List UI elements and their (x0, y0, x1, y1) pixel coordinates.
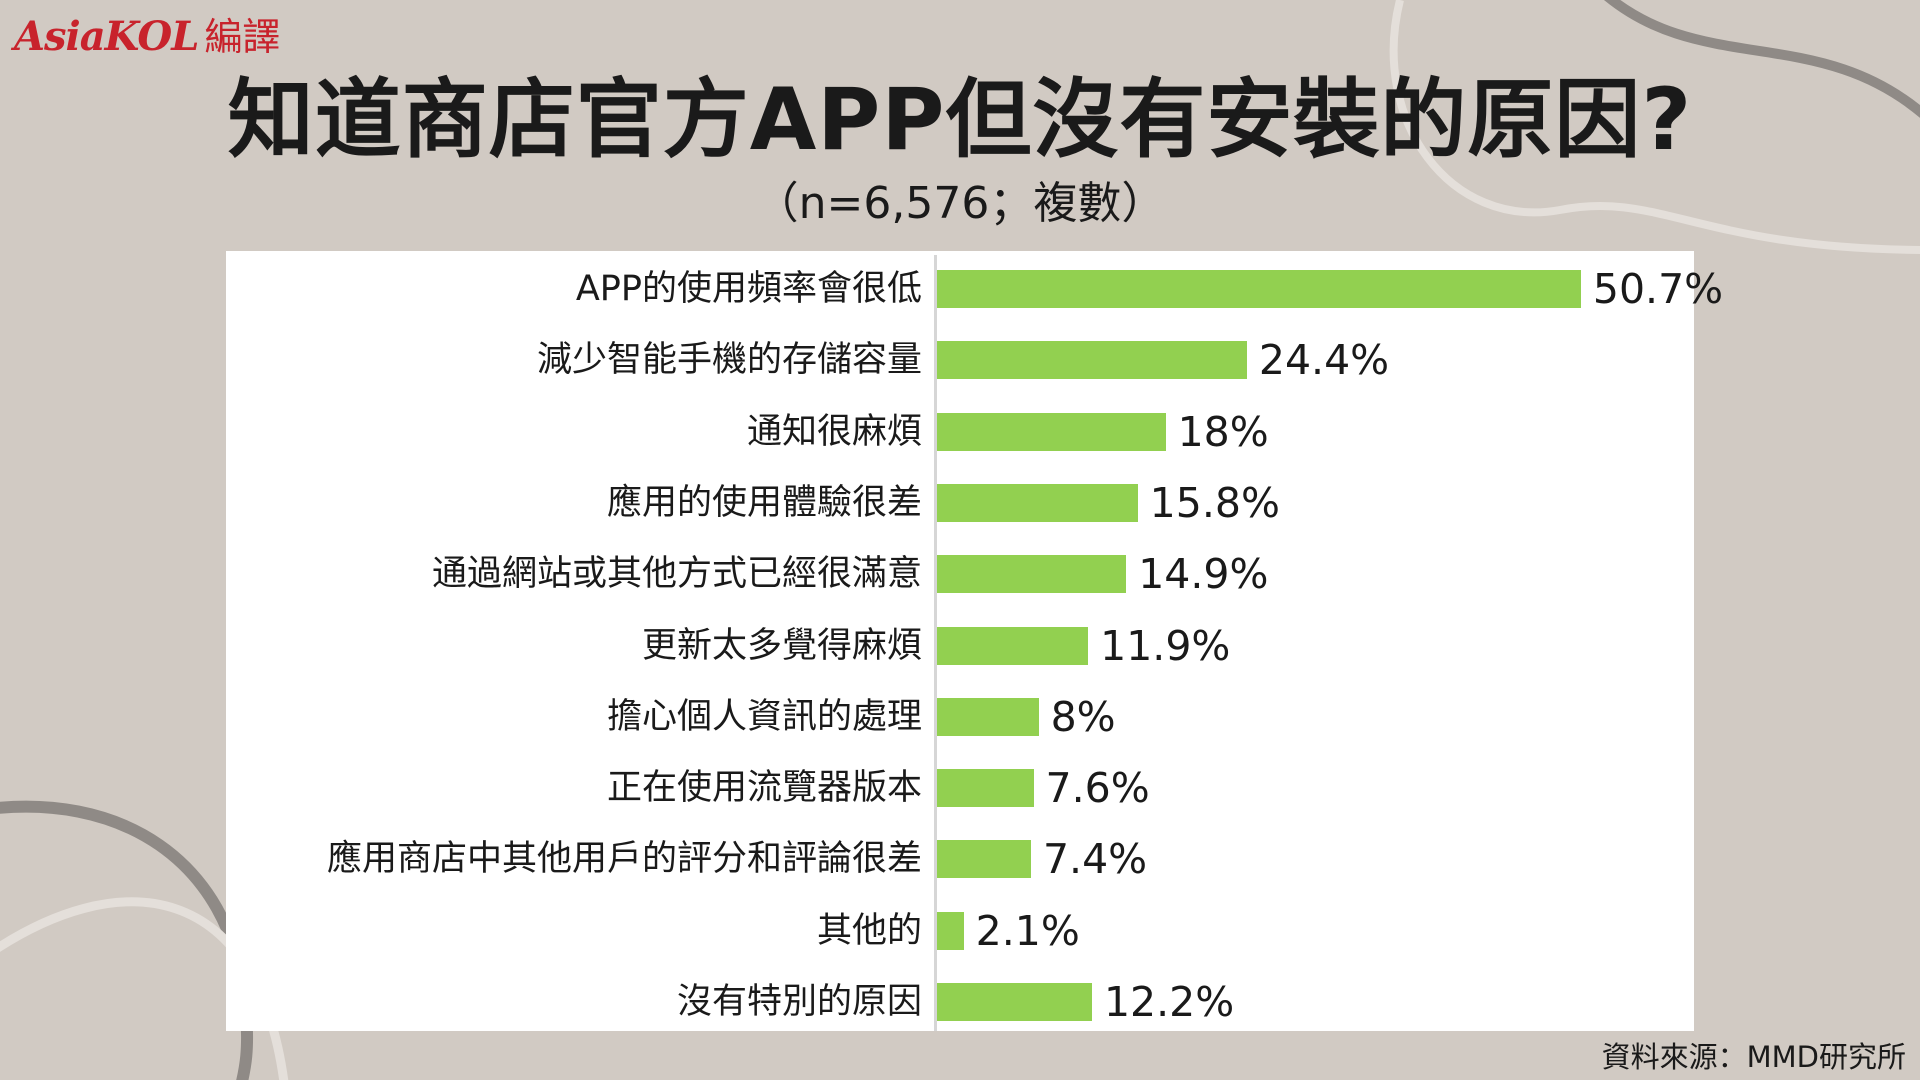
bar-row: 其他的 2.1% (0, 910, 1920, 952)
category-label: 減少智能手機的存儲容量 (536, 340, 922, 380)
value-label: 11.9% (1100, 622, 1231, 670)
category-label: 其他的 (816, 911, 922, 951)
category-label: 應用的使用體驗很差 (606, 483, 922, 523)
bar (937, 698, 1039, 736)
value-label: 12.2% (1103, 978, 1235, 1026)
bar (937, 484, 1138, 522)
value-label: 50.7% (1592, 265, 1724, 313)
logo-subtitle: 編譯 (204, 15, 281, 59)
bar-row: 減少智能手機的存儲容量 24.4% (0, 339, 1920, 381)
category-label: 更新太多覺得麻煩 (641, 626, 922, 666)
value-label: 14.9% (1138, 550, 1269, 598)
bar-row: 應用的使用體驗很差 15.8% (0, 482, 1920, 524)
bar-row: 正在使用流覽器版本 7.6% (0, 767, 1920, 809)
bar-row: 通過網站或其他方式已經很滿意 14.9% (0, 553, 1920, 595)
bar-row: APP的使用頻率會很低 50.7% (0, 268, 1920, 310)
category-label: 應用商店中其他用戶的評分和評論很差 (326, 839, 922, 879)
category-axis-line (934, 255, 937, 1031)
value-label: 2.1% (975, 907, 1080, 955)
source-note: 資料來源：MMD研究所 (1601, 1040, 1906, 1074)
bar (937, 413, 1166, 451)
category-label: 擔心個人資訊的處理 (606, 697, 922, 737)
value-label: 7.4% (1042, 835, 1148, 883)
category-label: 通過網站或其他方式已經很滿意 (431, 554, 922, 594)
category-label: APP的使用頻率會很低 (575, 269, 922, 309)
bar (937, 555, 1127, 593)
bar-row: 擔心個人資訊的處理 8% (0, 696, 1920, 738)
value-label: 7.6% (1045, 764, 1150, 812)
value-label: 8% (1050, 693, 1116, 741)
bar-row: 通知很麻煩 18% (0, 411, 1920, 453)
bar (937, 270, 1581, 308)
category-label: 沒有特別的原因 (676, 982, 922, 1022)
logo-mark: AsiaKOL (14, 13, 199, 60)
bar-row: 更新太多覺得麻煩 11.9% (0, 625, 1920, 667)
bar (937, 912, 964, 950)
chart-subtitle: （n=6,576；複數） (754, 178, 1166, 229)
chart-title: 知道商店官方APP但沒有安裝的原因? (227, 70, 1693, 170)
category-label: 通知很麻煩 (746, 412, 922, 452)
bar (937, 341, 1247, 379)
bar (937, 840, 1031, 878)
bar-row: 應用商店中其他用戶的評分和評論很差 7.4% (0, 838, 1920, 880)
value-label: 18% (1177, 408, 1269, 456)
bar (937, 769, 1034, 807)
brand-logo: AsiaKOL 編譯 (14, 6, 280, 61)
bar (937, 983, 1092, 1021)
value-label: 24.4% (1258, 336, 1390, 384)
bar (937, 627, 1089, 665)
value-label: 15.8% (1149, 479, 1280, 527)
bar-row: 沒有特別的原因 12.2% (0, 981, 1920, 1023)
category-label: 正在使用流覽器版本 (606, 768, 922, 808)
